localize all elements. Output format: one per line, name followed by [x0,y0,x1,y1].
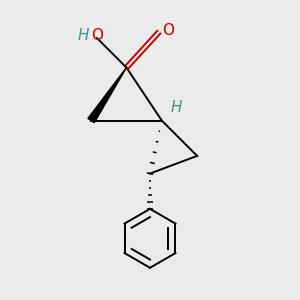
Text: H: H [78,28,89,43]
Text: O: O [91,28,103,43]
Text: H: H [171,100,182,115]
Text: O: O [162,23,174,38]
Polygon shape [88,68,126,123]
